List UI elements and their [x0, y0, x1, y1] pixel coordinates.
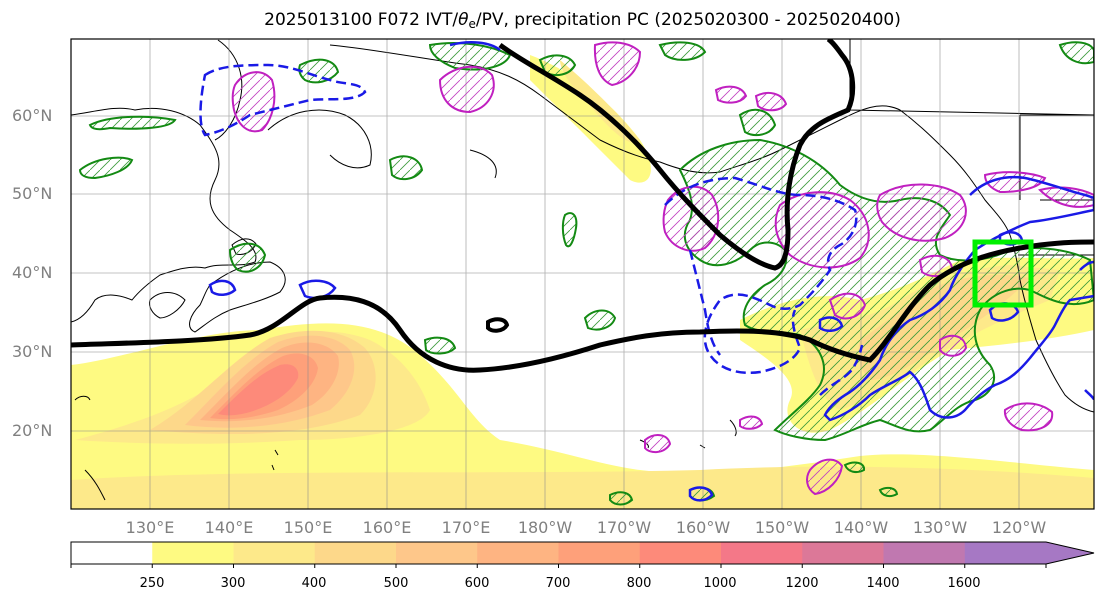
- colorbar-segment: [721, 542, 803, 564]
- lon-label-140e: 140°E: [204, 518, 254, 537]
- colorbar-segment: [639, 542, 722, 564]
- colorbar-tick-1600: 1600: [947, 576, 981, 591]
- map-frame: [70, 38, 1095, 510]
- lon-label-150w: 150°W: [754, 518, 810, 537]
- lat-label-40n: 40°N: [12, 263, 53, 282]
- lat-label-30n: 30°N: [12, 342, 53, 361]
- colorbar-tick-300: 300: [220, 576, 246, 591]
- lon-label-130w: 130°W: [912, 518, 968, 537]
- lon-label-140w: 140°W: [833, 518, 889, 537]
- colorbar-segment: [883, 542, 966, 564]
- colorbar-segment: [558, 542, 641, 564]
- contours-magenta: [231, 41, 1094, 496]
- colorbar-tick-250: 250: [139, 576, 165, 591]
- colorbar-tick-700: 700: [545, 576, 571, 591]
- colorbar-segment: [314, 542, 397, 564]
- colorbar-tick-1000: 1000: [703, 576, 737, 591]
- colorbar-outline: [70, 541, 1095, 565]
- lat-label-50n: 50°N: [12, 184, 53, 203]
- colorbar-tick-1400: 1400: [866, 576, 900, 591]
- lon-label-120w: 120°W: [991, 518, 1047, 537]
- map-title: 2025013100 F072 IVT/θe/PV, precipitation…: [264, 10, 901, 31]
- colorbar-segment: [396, 542, 478, 564]
- colorbar-segment: [802, 542, 884, 564]
- colorbar-tick-400: 400: [301, 576, 327, 591]
- lon-label-170w: 170°W: [596, 518, 652, 537]
- lon-label-150e: 150°E: [283, 518, 333, 537]
- colorbar-tick-1200: 1200: [785, 576, 819, 591]
- lon-label-180w: 180°W: [517, 518, 573, 537]
- lat-label-20n: 20°N: [12, 421, 53, 440]
- lat-label-60n: 60°N: [12, 106, 53, 125]
- colorbar-segment: [233, 542, 316, 564]
- colorbar-tick-800: 800: [626, 576, 652, 591]
- colorbar-tick-500: 500: [383, 576, 409, 591]
- lon-label-160w: 160°W: [675, 518, 731, 537]
- colorbar-segment: [152, 542, 234, 564]
- lon-label-170e: 170°E: [441, 518, 491, 537]
- colorbar-segment: [477, 542, 559, 564]
- contours-black: [71, 39, 1094, 373]
- colorbar-segment: [71, 542, 153, 564]
- colorbar-segment: [964, 542, 1094, 564]
- colorbar-tick-600: 600: [464, 576, 490, 591]
- target-region-box: [972, 239, 1034, 308]
- lon-label-130e: 130°E: [125, 518, 175, 537]
- lon-label-160e: 160°E: [362, 518, 412, 537]
